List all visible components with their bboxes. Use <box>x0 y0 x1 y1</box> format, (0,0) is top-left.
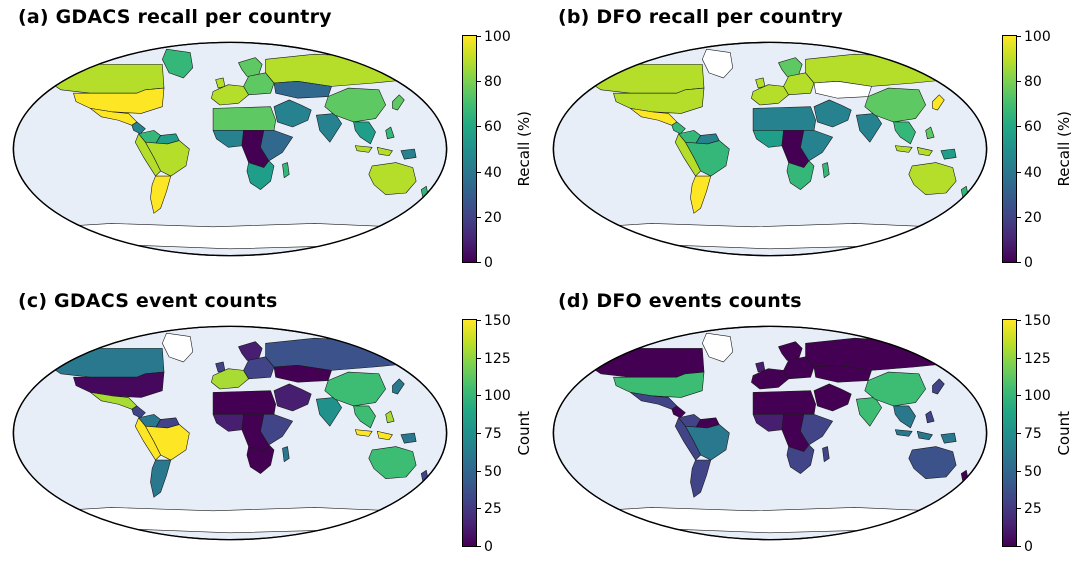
colorbar-tick: 20 <box>1016 210 1042 226</box>
colorbar-tick-label: 20 <box>1024 209 1042 226</box>
colorbar-tick-label: 80 <box>1024 74 1042 91</box>
colorbar-tick: 60 <box>1016 119 1042 135</box>
colorbar-tick-label: 0 <box>484 539 493 555</box>
panel-c: (c) GDACS event counts 0 25 50 75 100 125 150 … <box>0 284 540 568</box>
colorbar-tick: 75 <box>1016 426 1042 442</box>
colorbar-tick: 0 <box>476 255 493 271</box>
colorbar-tick: 125 <box>1016 351 1051 367</box>
colorbar-a-wrap: 0 20 40 60 80 100 Recall (%) <box>462 29 533 271</box>
colorbar-tick: 150 <box>476 313 511 329</box>
colorbar-tick-label: 0 <box>484 255 493 271</box>
world-map-c <box>10 323 450 543</box>
colorbar-tick: 150 <box>1016 313 1051 329</box>
panel-b-body: 0 20 40 60 80 100 Recall (%) <box>550 29 1080 271</box>
colorbar-tick-label: 25 <box>484 501 502 518</box>
colorbar-tick: 25 <box>1016 501 1042 517</box>
colorbar-tick-label: 150 <box>1024 313 1051 329</box>
colorbar-tick-label: 0 <box>1024 539 1033 555</box>
colorbar-tick-label: 40 <box>484 164 502 181</box>
colorbar-tick-label: 80 <box>484 74 502 91</box>
colorbar-b: 0 20 40 60 80 100 <box>1002 29 1051 271</box>
colorbar-c-wrap: 0 25 50 75 100 125 150 Count <box>462 313 533 555</box>
colorbar-tick-label: 100 <box>1024 29 1051 45</box>
colorbar-d-label: Count <box>1055 410 1073 456</box>
panel-d-title: (d) DFO events counts <box>558 290 802 312</box>
colorbar-tick: 60 <box>476 119 502 135</box>
panel-d: (d) DFO events counts 0 25 50 75 100 125 150 C… <box>540 284 1080 568</box>
panel-b: (b) DFO recall per country 0 20 40 60 80 100 … <box>540 0 1080 284</box>
colorbar-tick-label: 0 <box>1024 255 1033 271</box>
colorbar-tick-label: 20 <box>484 209 502 226</box>
colorbar-tick: 40 <box>1016 165 1042 181</box>
colorbar-tick: 20 <box>476 210 502 226</box>
colorbar-tick-label: 75 <box>1024 426 1042 442</box>
colorbar-tick-label: 100 <box>484 388 511 405</box>
world-map-b <box>550 39 990 259</box>
colorbar-c-label: Count <box>515 410 533 456</box>
colorbar-tick: 50 <box>1016 464 1042 480</box>
panel-c-title: (c) GDACS event counts <box>18 290 278 312</box>
colorbar-tick-label: 75 <box>484 426 502 442</box>
world-map-a <box>10 39 450 259</box>
colorbar-tick: 40 <box>476 165 502 181</box>
colorbar-tick-label: 150 <box>484 313 511 329</box>
colorbar-b-gradient <box>1003 36 1016 262</box>
colorbar-b-wrap: 0 20 40 60 80 100 Recall (%) <box>1002 29 1073 271</box>
colorbar-tick: 25 <box>476 501 502 517</box>
panel-a-body: 0 20 40 60 80 100 Recall (%) <box>10 29 540 271</box>
panel-a-title: (a) GDACS recall per country <box>18 6 332 28</box>
colorbar-b-label: Recall (%) <box>1055 111 1073 187</box>
colorbar-tick-label: 50 <box>1024 463 1042 480</box>
world-map-d <box>550 323 990 543</box>
colorbar-c-gradient <box>463 320 476 546</box>
colorbar-tick-label: 60 <box>1024 119 1042 136</box>
colorbar-tick-label: 125 <box>484 350 511 367</box>
colorbar-tick-label: 50 <box>484 463 502 480</box>
colorbar-tick: 100 <box>1016 29 1051 45</box>
colorbar-tick: 0 <box>1016 255 1033 271</box>
colorbar-tick: 80 <box>476 74 502 90</box>
panel-c-body: 0 25 50 75 100 125 150 Count <box>10 313 540 555</box>
colorbar-tick: 100 <box>1016 388 1051 404</box>
colorbar-tick: 50 <box>476 464 502 480</box>
colorbar-tick: 0 <box>1016 539 1033 555</box>
colorbar-tick-label: 25 <box>1024 501 1042 518</box>
panel-a: (a) GDACS recall per country 0 20 40 60 80 10… <box>0 0 540 284</box>
colorbar-a-label: Recall (%) <box>515 111 533 187</box>
panel-d-body: 0 25 50 75 100 125 150 Count <box>550 313 1080 555</box>
colorbar-tick: 100 <box>476 29 511 45</box>
colorbar-a: 0 20 40 60 80 100 <box>462 29 511 271</box>
colorbar-tick-label: 100 <box>1024 388 1051 405</box>
colorbar-tick: 75 <box>476 426 502 442</box>
colorbar-d-wrap: 0 25 50 75 100 125 150 Count <box>1002 313 1073 555</box>
colorbar-tick-label: 125 <box>1024 350 1051 367</box>
colorbar-tick-label: 40 <box>1024 164 1042 181</box>
colorbar-d: 0 25 50 75 100 125 150 <box>1002 313 1051 555</box>
colorbar-tick: 100 <box>476 388 511 404</box>
colorbar-tick: 0 <box>476 539 493 555</box>
colorbar-tick-label: 60 <box>484 119 502 136</box>
colorbar-tick: 80 <box>1016 74 1042 90</box>
colorbar-d-gradient <box>1003 320 1016 546</box>
colorbar-tick-label: 100 <box>484 29 511 45</box>
colorbar-a-gradient <box>463 36 476 262</box>
colorbar-c: 0 25 50 75 100 125 150 <box>462 313 511 555</box>
panel-b-title: (b) DFO recall per country <box>558 6 843 28</box>
colorbar-tick: 125 <box>476 351 511 367</box>
